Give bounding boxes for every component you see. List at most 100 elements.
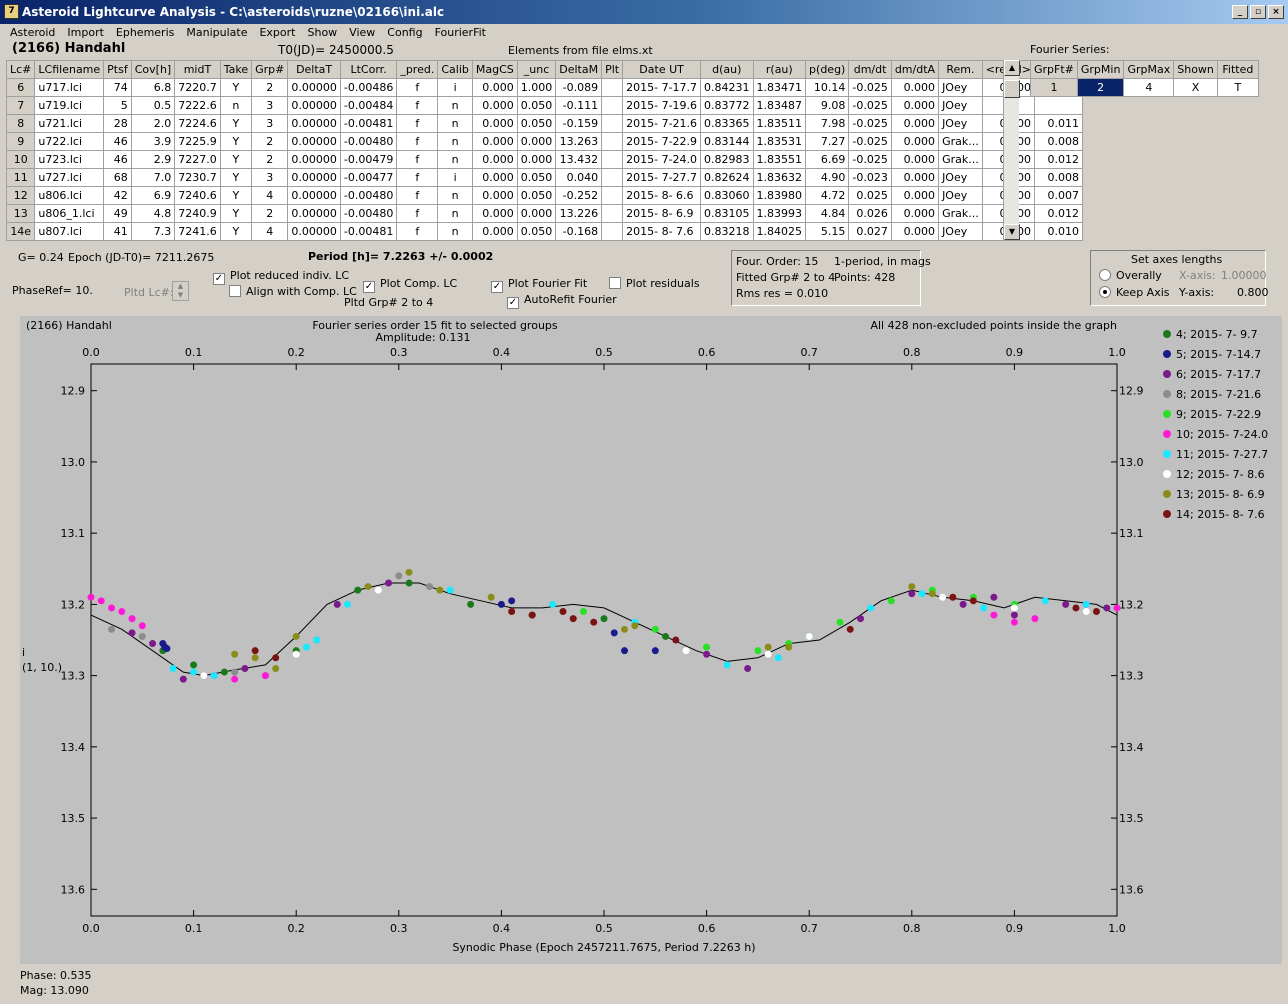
table-cell[interactable]: 0.000: [471, 114, 518, 133]
table-cell[interactable]: [601, 150, 624, 169]
table-cell[interactable]: [601, 222, 624, 241]
table-cell[interactable]: 42: [103, 186, 132, 205]
menu-manipulate[interactable]: Manipulate: [186, 26, 248, 39]
table-cell[interactable]: 2015- 8- 6.9: [622, 204, 702, 223]
table-cell[interactable]: 4: [251, 186, 289, 205]
table-cell[interactable]: 0.026: [848, 204, 892, 223]
fourier-cell[interactable]: 1: [1030, 78, 1078, 97]
table-cell[interactable]: 0.000: [471, 78, 518, 97]
table-cell[interactable]: 0.00000: [287, 78, 341, 97]
table-cell[interactable]: 2015- 8- 7.6: [622, 222, 702, 241]
table-cell[interactable]: [601, 78, 624, 97]
table-cell[interactable]: [601, 204, 624, 223]
table-cell[interactable]: 0.82983: [700, 150, 754, 169]
table-cell[interactable]: 6.8: [130, 78, 176, 97]
column-header[interactable]: DeltaM: [555, 60, 603, 79]
table-cell[interactable]: n: [437, 132, 473, 151]
row-header[interactable]: 7: [5, 96, 36, 115]
table-cell[interactable]: 0.012: [1033, 150, 1084, 169]
table-cell[interactable]: u719.lci: [34, 96, 105, 115]
plot-fourier-checkbox[interactable]: ✓ Plot Fourier Fit: [491, 277, 588, 293]
table-cell[interactable]: 46: [103, 150, 132, 169]
scroll-thumb[interactable]: [1004, 80, 1020, 98]
row-header[interactable]: 13: [5, 204, 36, 223]
table-cell[interactable]: u722.lci: [34, 132, 105, 151]
table-cell[interactable]: f: [396, 150, 439, 169]
table-cell[interactable]: 0.82624: [700, 168, 754, 187]
row-header[interactable]: 12: [5, 186, 36, 205]
table-cell[interactable]: 3: [251, 114, 289, 133]
table-cell[interactable]: -0.00480: [339, 204, 398, 223]
menu-show[interactable]: Show: [307, 26, 338, 39]
table-cell[interactable]: 0.008: [1033, 132, 1084, 151]
table-cell[interactable]: 2: [251, 132, 289, 151]
table-cell[interactable]: 0.050: [516, 168, 557, 187]
table-cell[interactable]: -0.00480: [339, 132, 398, 151]
column-header[interactable]: DeltaT: [287, 60, 341, 79]
table-cell[interactable]: f: [396, 186, 439, 205]
table-cell[interactable]: -0.00481: [339, 222, 398, 241]
pltd-lc-spinner[interactable]: ▲ ▼: [172, 281, 189, 301]
scroll-down-icon[interactable]: ▼: [1004, 224, 1020, 240]
table-cell[interactable]: [601, 96, 624, 115]
table-cell[interactable]: 5: [103, 96, 132, 115]
table-cell[interactable]: Grak...: [938, 204, 983, 223]
column-header[interactable]: _pred.: [396, 60, 439, 79]
table-cell[interactable]: -0.00486: [339, 78, 398, 97]
table-cell[interactable]: 0.000: [471, 132, 518, 151]
table-cell[interactable]: 0.050: [516, 114, 557, 133]
table-cell[interactable]: f: [396, 78, 439, 97]
table-cell[interactable]: Y: [219, 204, 253, 223]
table-cell[interactable]: 2.0: [130, 114, 176, 133]
column-header[interactable]: dm/dtA: [890, 60, 940, 79]
table-cell[interactable]: 0.040: [555, 168, 603, 187]
table-cell[interactable]: Grak...: [938, 150, 983, 169]
table-cell[interactable]: [601, 132, 624, 151]
table-cell[interactable]: JOey: [938, 96, 983, 115]
table-cell[interactable]: 4: [251, 222, 289, 241]
table-cell[interactable]: 0.000: [890, 150, 940, 169]
fourier-cell[interactable]: T: [1216, 78, 1259, 97]
table-cell[interactable]: i: [437, 78, 473, 97]
table-cell[interactable]: 2015- 7-22.9: [622, 132, 702, 151]
table-cell[interactable]: 1.83487: [752, 96, 807, 115]
table-cell[interactable]: f: [396, 168, 439, 187]
table-cell[interactable]: Y: [219, 132, 253, 151]
menu-config[interactable]: Config: [387, 26, 423, 39]
table-cell[interactable]: -0.159: [555, 114, 603, 133]
table-cell[interactable]: 0.83144: [700, 132, 754, 151]
table-row[interactable]: 13 u806_1.lci 49 4.8 7240.9 Y 2 0.00000 -0.00480…: [5, 204, 1084, 223]
table-row[interactable]: 7 u719.lci 5 0.5 7222.6 n 3 0.00000 -0.00484 f n 0.…: [5, 96, 1084, 115]
table-row[interactable]: 6 u717.lci 74 6.8 7220.7 Y 2 0.00000 -0.00486 f i 0…: [5, 78, 1084, 97]
table-cell[interactable]: 1.83980: [752, 186, 807, 205]
table-cell[interactable]: 0.00000: [287, 222, 341, 241]
table-cell[interactable]: 41: [103, 222, 132, 241]
table-cell[interactable]: 2: [251, 150, 289, 169]
fourier-cell[interactable]: 4: [1123, 78, 1175, 97]
table-cell[interactable]: u727.lci: [34, 168, 105, 187]
column-header[interactable]: Lc#: [5, 60, 36, 79]
table-cell[interactable]: 0.000: [471, 96, 518, 115]
table-cell[interactable]: 1.83551: [752, 150, 807, 169]
table-cell[interactable]: 2015- 7-21.6: [622, 114, 702, 133]
table-cell[interactable]: 7222.6: [174, 96, 221, 115]
table-cell[interactable]: 0.025: [848, 186, 892, 205]
table-cell[interactable]: 3: [251, 96, 289, 115]
table-cell[interactable]: 0.000: [471, 204, 518, 223]
table-cell[interactable]: 7.3: [130, 222, 176, 241]
table-cell[interactable]: -0.00484: [339, 96, 398, 115]
maximize-button[interactable]: ▫: [1250, 5, 1266, 19]
table-cell[interactable]: 0.000: [516, 204, 557, 223]
row-header[interactable]: 9: [5, 132, 36, 151]
table-cell[interactable]: 6.9: [130, 186, 176, 205]
menu-view[interactable]: View: [349, 26, 376, 39]
table-cell[interactable]: 68: [103, 168, 132, 187]
table-cell[interactable]: JOey: [938, 186, 983, 205]
column-header[interactable]: dm/dt: [848, 60, 892, 79]
table-cell[interactable]: 0.050: [516, 96, 557, 115]
fourier-column-header[interactable]: Shown: [1173, 60, 1218, 79]
table-cell[interactable]: 0.010: [1033, 222, 1084, 241]
table-cell[interactable]: -0.00481: [339, 114, 398, 133]
table-cell[interactable]: 1.83511: [752, 114, 807, 133]
table-cell[interactable]: JOey: [938, 78, 983, 97]
